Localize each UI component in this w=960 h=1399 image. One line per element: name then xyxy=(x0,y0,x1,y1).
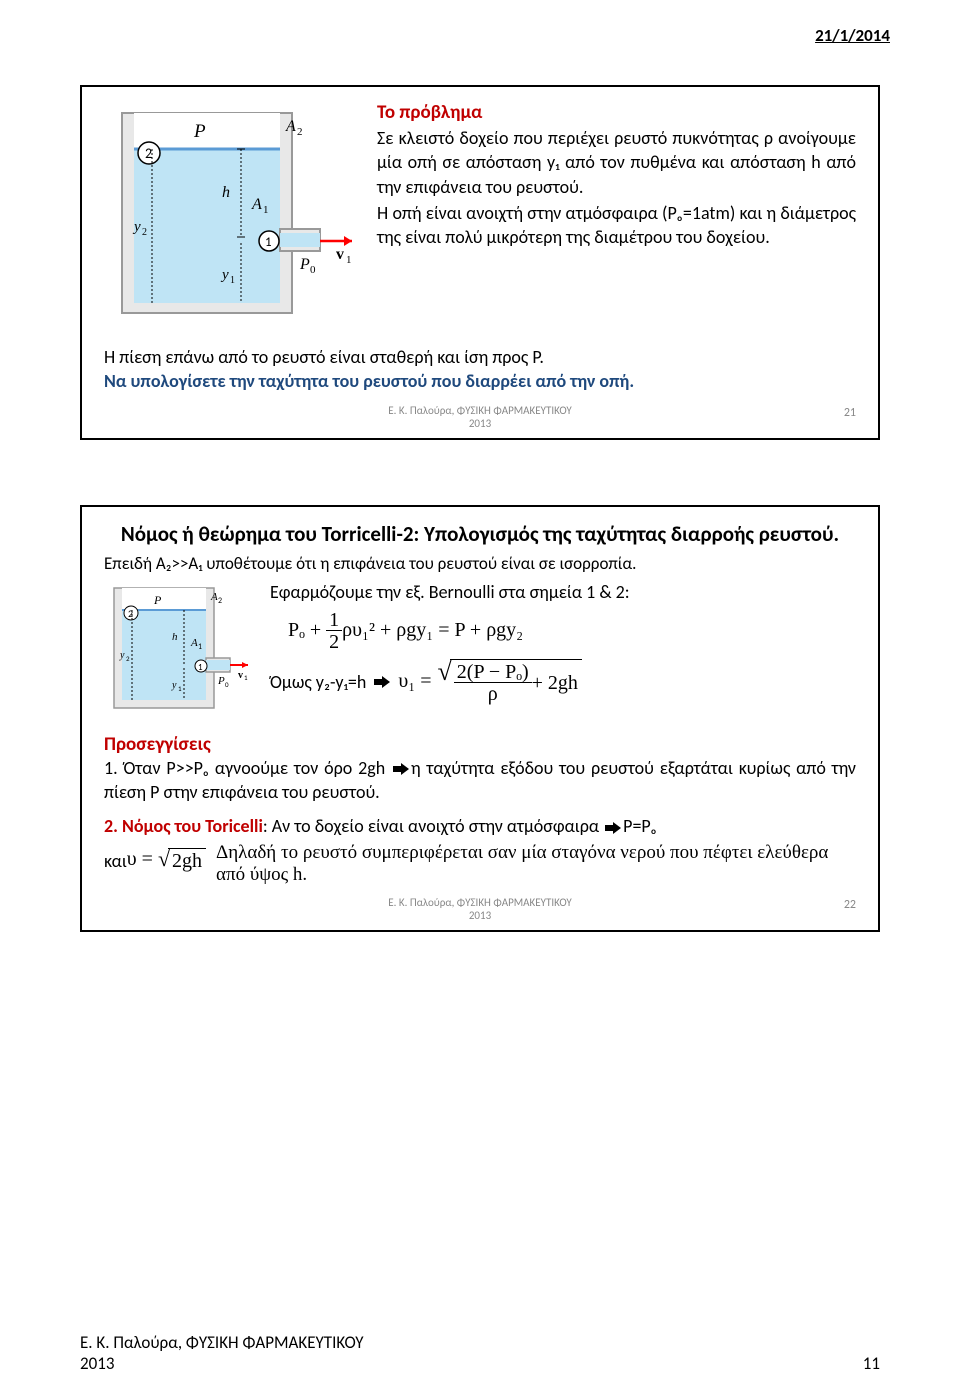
svg-text:A: A xyxy=(251,196,262,213)
svg-text:A: A xyxy=(190,637,198,649)
bernoulli-intro: Εφαρμόζουμε την εξ. Bernoulli στα σημεία… xyxy=(270,580,856,604)
slide2-sub: Επειδή Α₂>>Α₁ υποθέτουμε ότι η επιφάνεια… xyxy=(104,553,856,574)
svg-text:2: 2 xyxy=(297,126,303,138)
slide1-footer: Ε. Κ. Παλούρα, ΦΥΣΙΚΗ ΦΑΡΜΑΚΕΥΤΙΚΟΥ 2013… xyxy=(104,404,856,430)
svg-text:1: 1 xyxy=(230,275,235,286)
eq3-sqrt: 2gh xyxy=(172,850,202,873)
svg-text:1: 1 xyxy=(346,254,352,266)
page-footer: Ε. Κ. Παλούρα, ΦΥΣΙΚΗ ΦΑΡΜΑΚΕΥΤΙΚΟΥ 2013… xyxy=(80,1332,880,1374)
svg-text:h: h xyxy=(222,184,230,201)
slide1-title: Το πρόβλημα xyxy=(377,101,856,124)
svg-text:P: P xyxy=(153,593,162,607)
svg-text:0: 0 xyxy=(310,264,316,276)
svg-text:1: 1 xyxy=(198,642,202,652)
svg-text:y: y xyxy=(132,219,141,235)
slide2-footer-author: Ε. Κ. Παλούρα, ΦΥΣΙΚΗ ΦΑΡΜΑΚΕΥΤΙΚΟΥ xyxy=(388,896,572,909)
slide2-footer: Ε. Κ. Παλούρα, ΦΥΣΙΚΗ ΦΑΡΜΑΚΕΥΤΙΚΟΥ 2013… xyxy=(104,896,856,922)
eq2-tail: + 2gh xyxy=(532,672,578,695)
slide2-footer-year: 2013 xyxy=(469,909,491,922)
sqrt-1: √ 2(P − Pₒ)ρ + 2gh xyxy=(438,659,582,705)
omos-text: Όμως y₂-y₁=h xyxy=(270,671,366,693)
eq3-lhs: υ = xyxy=(127,849,158,871)
slide1-para2: Η οπή είναι ανοιχτή στην ατμόσφαιρα (Pₒ=… xyxy=(377,201,856,250)
svg-text:2: 2 xyxy=(142,227,147,238)
footer-author: Ε. Κ. Παλούρα, ΦΥΣΙΚΗ ΦΑΡΜΑΚΕΥΤΙΚΟΥ xyxy=(80,1332,880,1353)
approx-2-row2: και υ = √2gh Δηλαδή το ρευστό συμπεριφέρ… xyxy=(104,842,856,886)
eq3: υ = √2gh xyxy=(127,848,206,873)
approx1-a: 1. Όταν P>>Pₒ αγνοούμε τον όρο 2gh xyxy=(104,757,391,779)
page-date: 21/1/2014 xyxy=(815,25,890,46)
slide-1: P 2 A 2 h A 1 xyxy=(80,85,880,440)
final-note: Δηλαδή το ρευστό συμπεριφέρεται σαν μία … xyxy=(216,842,856,886)
approx2-c: P=Pₒ xyxy=(623,815,657,837)
eq2-frac-num: 2(P − Pₒ) xyxy=(454,662,532,683)
equation-1: Pₒ + 12ρυ₁² + ρgy₁ = P + ρgy₂ xyxy=(288,610,856,653)
slide1-para1: Σε κλειστό δοχείο που περιέχει ρευστό πυ… xyxy=(377,126,856,199)
svg-text:v: v xyxy=(336,246,344,263)
container-diagram-2-small: 2 P A 2 h A 1 1 y 2 y xyxy=(104,580,254,720)
svg-text:2: 2 xyxy=(126,654,130,663)
svg-text:A: A xyxy=(210,591,218,603)
eq1-frac-num: 1 xyxy=(326,610,342,631)
diagram-container-2: 2 P A 2 h A 1 1 y 2 y xyxy=(104,580,254,725)
kai-text: και xyxy=(104,849,127,873)
svg-text:y: y xyxy=(220,267,229,283)
eq2-lhs: υ₁ = xyxy=(398,670,431,693)
svg-text:h: h xyxy=(172,631,178,643)
eq1-frac-den: 2 xyxy=(326,631,342,653)
arrow-icon-3 xyxy=(605,822,621,834)
svg-text:P: P xyxy=(193,121,206,142)
slide1-number: 21 xyxy=(844,406,856,420)
footer-year: 2013 xyxy=(80,1353,114,1374)
eq1-rest: ρυ₁² + ρgy₁ = P + ρgy₂ xyxy=(342,619,523,641)
slide-2: Νόμος ή θεώρημα του Torricelli-2: Υπολογ… xyxy=(80,505,880,933)
slide1-footer-year: 2013 xyxy=(469,417,491,430)
diagram-container-1: P 2 A 2 h A 1 xyxy=(104,101,359,341)
slide2-title: Νόμος ή θεώρημα του Torricelli-2: Υπολογ… xyxy=(104,521,856,547)
slide1-footer-author: Ε. Κ. Παλούρα, ΦΥΣΙΚΗ ΦΑΡΜΑΚΕΥΤΙΚΟΥ xyxy=(388,404,572,417)
approx2-b: : Αν το δοχείο είναι ανοιχτό στην ατμόσφ… xyxy=(263,815,603,837)
page-number: 11 xyxy=(863,1353,880,1374)
svg-text:y: y xyxy=(119,650,125,661)
svg-text:1: 1 xyxy=(263,204,269,216)
approx-2: 2. Νόμος του Toricelli: Αν το δοχείο είν… xyxy=(104,814,856,838)
container-diagram-1: P 2 A 2 h A 1 xyxy=(104,101,359,336)
svg-text:1: 1 xyxy=(244,673,248,682)
svg-text:2: 2 xyxy=(218,596,222,606)
svg-text:1: 1 xyxy=(198,662,203,673)
svg-text:0: 0 xyxy=(225,680,229,689)
arrow-icon-2 xyxy=(393,763,409,775)
eq2-frac-den: ρ xyxy=(454,683,532,705)
slide1-line4: Να υπολογίσετε την ταχύτητα του ρευστού … xyxy=(104,369,856,393)
svg-text:v: v xyxy=(238,670,243,681)
equation-2-row: Όμως y₂-y₁=h υ₁ = √ 2(P − Pₒ)ρ + 2gh xyxy=(270,659,856,705)
svg-text:P: P xyxy=(299,256,310,273)
slide2-number: 22 xyxy=(844,898,856,912)
svg-text:y: y xyxy=(171,680,177,691)
svg-text:1: 1 xyxy=(265,235,272,250)
eq1-p: Pₒ + xyxy=(288,619,326,641)
approx-1: 1. Όταν P>>Pₒ αγνοούμε τον όρο 2gh η ταχ… xyxy=(104,756,856,805)
svg-text:P: P xyxy=(217,675,225,687)
approx-title: Προσεγγίσεις xyxy=(104,733,856,756)
slide1-line3: Η πίεση επάνω από το ρευστό είναι σταθερ… xyxy=(104,345,856,369)
arrow-icon xyxy=(374,676,390,688)
approx2-a: 2. Νόμος του Toricelli xyxy=(104,815,263,837)
svg-text:A: A xyxy=(285,118,296,135)
svg-text:1: 1 xyxy=(178,684,182,693)
svg-text:2: 2 xyxy=(145,145,152,162)
